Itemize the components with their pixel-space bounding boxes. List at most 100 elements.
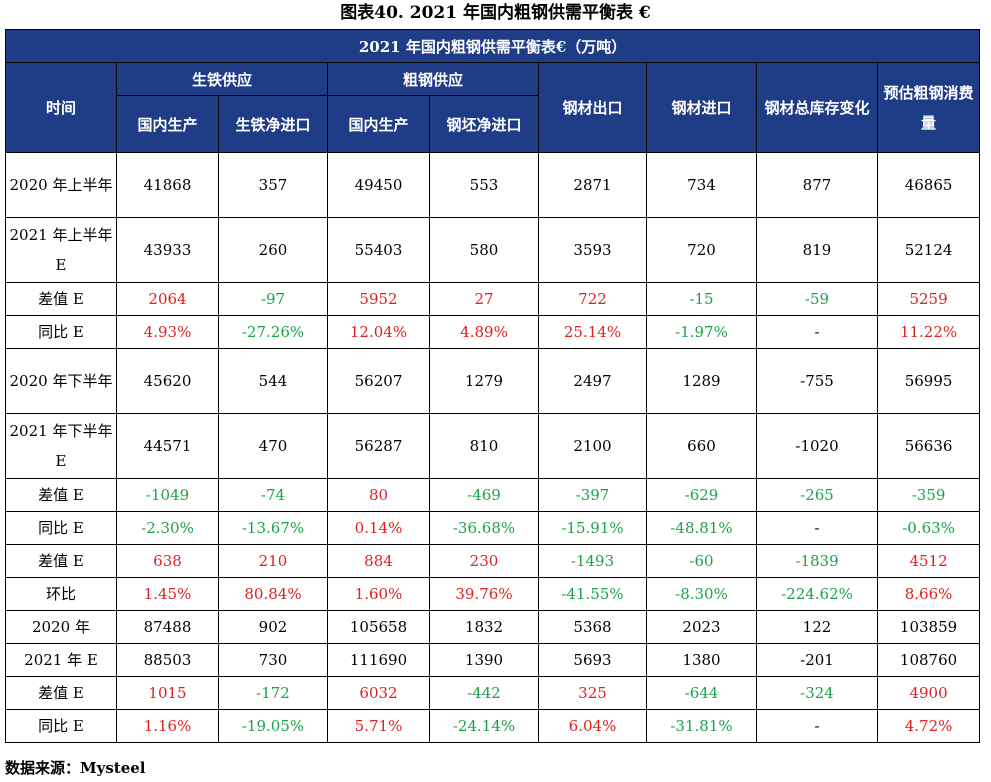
table-cell: 734 [646, 152, 757, 218]
table-cell: 3593 [538, 217, 647, 283]
table-cell: 4.72% [876, 709, 981, 743]
table-cell: -0.63% [876, 511, 981, 545]
table-cell: 45620 [116, 348, 219, 414]
table-band-title: 2021 年国内粗钢供需平衡表€（万吨） [4, 29, 981, 63]
table-cell: 4900 [876, 676, 981, 710]
table-row: 差值 E 2064 -97 5952 27 722 -15 -59 5259 [5, 282, 981, 316]
table-cell: -172 [218, 676, 328, 710]
row-period-label: 2020 年 [5, 610, 117, 644]
table-cell: 87488 [116, 610, 219, 644]
header-steel-export: 钢材出口 [538, 62, 647, 153]
table-cell: 877 [756, 152, 878, 218]
table-cell: 46865 [876, 152, 981, 218]
table-cell: -1493 [538, 544, 647, 578]
table-cell: 49450 [327, 152, 430, 218]
table-cell: 4.93% [116, 315, 219, 349]
table-cell: 111690 [327, 643, 430, 677]
table-cell: -27.26% [218, 315, 328, 349]
table-cell: -1839 [756, 544, 878, 578]
table-cell: -397 [538, 478, 647, 512]
row-period-label: 环比 [5, 577, 117, 611]
table-row: 同比 E 1.16% -19.05% 5.71% -24.14% 6.04% -31.81%… [5, 709, 981, 743]
table-cell: 56287 [327, 413, 430, 479]
page-title: 图表40. 2021 年国内粗钢供需平衡表 € [340, 3, 651, 23]
table-cell: -644 [646, 676, 757, 710]
table-cell: - [756, 511, 878, 545]
table-cell: -97 [218, 282, 328, 316]
table-cell: 260 [218, 217, 328, 283]
table-cell: 544 [218, 348, 328, 414]
table-cell: 11.22% [876, 315, 981, 349]
table-cell: 56636 [876, 413, 981, 479]
table-cell: 1279 [429, 348, 539, 414]
table-cell: 470 [218, 413, 328, 479]
table-cell: -755 [756, 348, 878, 414]
table-cell: -1.97% [646, 315, 757, 349]
table-cell: -31.81% [646, 709, 757, 743]
table-cell: 553 [429, 152, 539, 218]
table-cell: -2.30% [116, 511, 219, 545]
header-pig-iron-supply: 生铁供应 [116, 62, 328, 96]
table-row: 2020 年上半年 41868 357 49450 553 2871 734 877 46865 [5, 152, 981, 218]
table-cell: 5693 [538, 643, 647, 677]
table-cell: 325 [538, 676, 647, 710]
table-cell: 5.71% [327, 709, 430, 743]
table-row: 同比 E -2.30% -13.67% 0.14% -36.68% -15.91% -48.… [5, 511, 981, 545]
table-row: 同比 E 4.93% -27.26% 12.04% 4.89% 25.14% -1.97% -… [5, 315, 981, 349]
table-row: 2020 年 87488 902 105658 1832 5368 2023 122 10385… [5, 610, 981, 644]
row-period-label: 2021 年下半年 E [5, 413, 117, 479]
row-period-label: 差值 E [5, 282, 117, 316]
table-cell: 580 [429, 217, 539, 283]
table-cell: 722 [538, 282, 647, 316]
table-cell: 52124 [876, 217, 981, 283]
table-cell: -1049 [116, 478, 219, 512]
table-cell: -469 [429, 478, 539, 512]
table-cell: 27 [429, 282, 539, 316]
row-period-label: 差值 E [5, 478, 117, 512]
row-period-label: 2021 年上半年 E [5, 217, 117, 283]
table-cell: 810 [429, 413, 539, 479]
table-cell: 2871 [538, 152, 647, 218]
table-cell: 1.16% [116, 709, 219, 743]
table-cell: 1832 [429, 610, 539, 644]
table-cell: 638 [116, 544, 219, 578]
table-cell: -442 [429, 676, 539, 710]
table-cell: 105658 [327, 610, 430, 644]
table-cell: 4512 [876, 544, 981, 578]
header-steel-import: 钢材进口 [646, 62, 757, 153]
table-cell: 5368 [538, 610, 647, 644]
header-domestic-output-pig-iron: 国内生产 [116, 95, 219, 153]
table-cell: 230 [429, 544, 539, 578]
table-cell: 88503 [116, 643, 219, 677]
table-cell: 2023 [646, 610, 757, 644]
table-cell: 25.14% [538, 315, 647, 349]
table-cell: 39.76% [429, 577, 539, 611]
table-cell: -13.67% [218, 511, 328, 545]
table-cell: 122 [756, 610, 878, 644]
table-cell: 2064 [116, 282, 219, 316]
table-body: 2020 年上半年 41868 357 49450 553 2871 734 877 46865… [5, 152, 981, 743]
table-cell: 210 [218, 544, 328, 578]
row-period-label: 2020 年下半年 [5, 348, 117, 414]
table-cell: 56995 [876, 348, 981, 414]
table-cell: 6.04% [538, 709, 647, 743]
table-cell: 41868 [116, 152, 219, 218]
header-est-consumption: 预估粗钢消费量 [876, 62, 981, 153]
table-cell: -36.68% [429, 511, 539, 545]
table-row: 2020 年下半年 45620 544 56207 1279 2497 1289 -755 56… [5, 348, 981, 414]
table-row: 差值 E 638 210 884 230 -1493 -60 -1839 4512 [5, 544, 981, 578]
table-row: 环比 1.45% 80.84% 1.60% 39.76% -41.55% -8.30% -22… [5, 577, 981, 611]
table-cell: 12.04% [327, 315, 430, 349]
table-cell: 1015 [116, 676, 219, 710]
header-inventory-change: 钢材总库存变化 [756, 62, 878, 153]
table-cell: -359 [876, 478, 981, 512]
table-cell: 2100 [538, 413, 647, 479]
table-cell: 2497 [538, 348, 647, 414]
header-pig-iron-net-import: 生铁净进口 [218, 95, 328, 153]
table-cell: -15 [646, 282, 757, 316]
table-cell: 884 [327, 544, 430, 578]
table-cell: 103859 [876, 610, 981, 644]
table-cell: -224.62% [756, 577, 878, 611]
table-cell: - [756, 709, 878, 743]
row-period-label: 2021 年 E [5, 643, 117, 677]
